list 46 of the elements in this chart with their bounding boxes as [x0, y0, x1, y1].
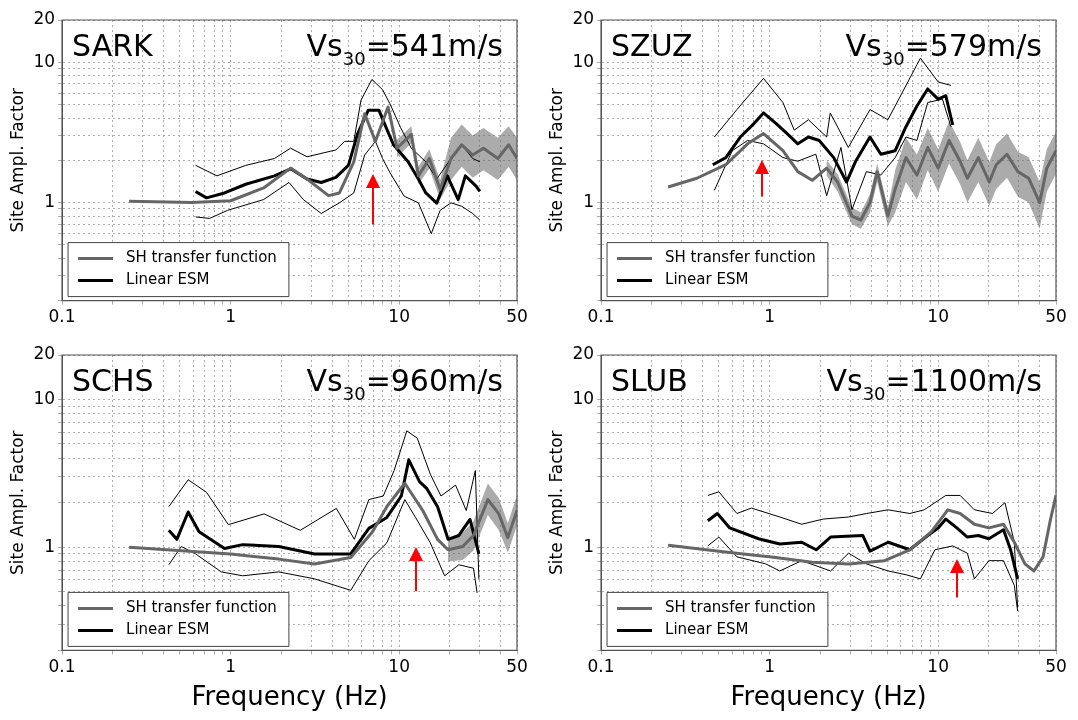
y-tick-label: 20 [33, 8, 56, 29]
x-tick-label: 50 [1045, 306, 1067, 327]
y-tick-label: 20 [33, 343, 56, 364]
legend-label: SH transfer function [126, 598, 277, 617]
y-axis-title: Site Ampl. Factor [6, 87, 27, 233]
x-tick-label: 10 [927, 656, 949, 677]
legend-label: Linear ESM [665, 270, 749, 289]
legend-label: SH transfer function [665, 598, 816, 617]
x-tick-label: 0.1 [48, 306, 76, 327]
y-tick-label: 1 [44, 535, 56, 556]
x-tick-label: 0.1 [587, 306, 615, 327]
y-tick-label: 20 [572, 343, 595, 364]
y-tick-label: 10 [33, 50, 56, 71]
x-axis-title: Frequency (Hz) [191, 681, 388, 712]
y-tick-label: 1 [583, 190, 595, 211]
legend-label: SH transfer function [665, 248, 816, 267]
x-tick-label: 1 [764, 656, 776, 677]
chart-title: SZUZ [611, 28, 693, 63]
x-tick-label: 10 [927, 306, 949, 327]
chart-title: SLUB [611, 363, 688, 398]
x-tick-label: 10 [388, 306, 410, 327]
y-tick-label: 20 [572, 8, 595, 29]
x-tick-label: 10 [388, 656, 410, 677]
x-tick-label: 0.1 [587, 656, 615, 677]
y-tick-label: 1 [583, 535, 595, 556]
legend-label: Linear ESM [126, 270, 210, 289]
y-tick-label: 10 [33, 387, 56, 408]
x-tick-label: 1 [764, 306, 776, 327]
x-tick-label: 1 [225, 656, 237, 677]
y-axis-title: Site Ampl. Factor [545, 87, 566, 233]
x-tick-label: 50 [506, 656, 528, 677]
legend-label: Linear ESM [665, 620, 749, 639]
legend-label: SH transfer function [126, 248, 277, 267]
y-axis-title: Site Ampl. Factor [6, 430, 27, 575]
x-tick-label: 50 [1045, 656, 1067, 677]
y-tick-label: 1 [44, 190, 56, 211]
legend-label: Linear ESM [126, 620, 210, 639]
y-tick-label: 10 [572, 387, 595, 408]
chart-title: SARK [72, 28, 154, 63]
x-tick-label: 50 [506, 306, 528, 327]
y-tick-label: 10 [572, 50, 595, 71]
y-axis-title: Site Ampl. Factor [545, 430, 566, 575]
x-tick-label: 1 [225, 306, 237, 327]
chart-title: SCHS [72, 363, 154, 398]
x-axis-title: Frequency (Hz) [730, 681, 927, 712]
x-tick-label: 0.1 [48, 656, 76, 677]
